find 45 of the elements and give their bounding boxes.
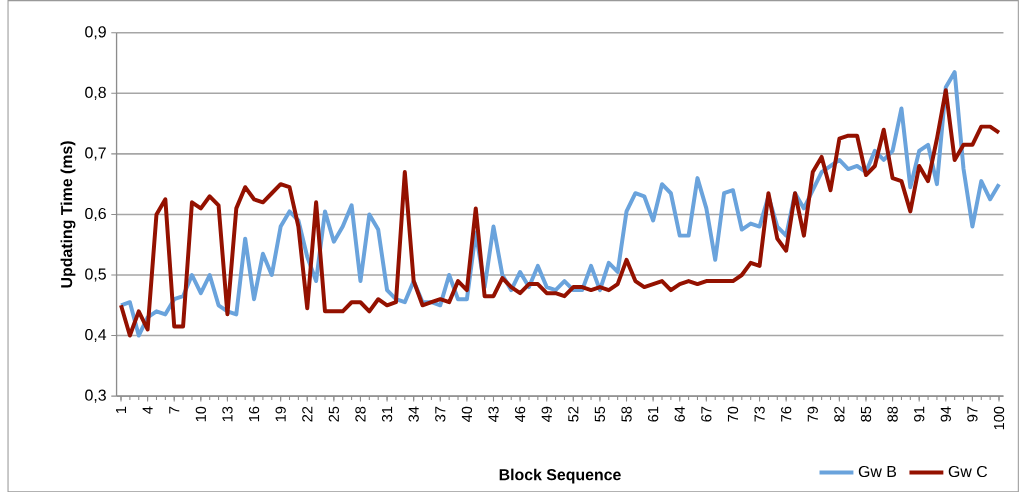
x-tick-label: 13 — [222, 406, 233, 421]
x-tick-label: 1 — [116, 406, 127, 413]
x-tick-label: 46 — [514, 406, 526, 422]
x-tick-label: 100 — [993, 406, 1005, 430]
legend-label: Gw C — [948, 465, 988, 477]
x-tick-label: 52 — [568, 406, 579, 422]
legend-label: Gw B — [858, 465, 897, 477]
y-tick-label: 0,8 — [85, 86, 106, 100]
x-tick-label: 70 — [727, 406, 739, 422]
x-tick-label: 25 — [328, 406, 340, 422]
y-tick-label: 0,7 — [85, 147, 106, 161]
x-tick-label: 94 — [940, 406, 951, 422]
x-axis-title: Block Sequence — [499, 468, 621, 484]
x-tick-label: 61 — [647, 406, 659, 422]
y-axis-title: Updating Time (ms) — [60, 141, 76, 288]
x-tick-label: 64 — [674, 406, 685, 422]
y-tick-label: 0,4 — [85, 328, 107, 342]
x-tick-label: 49 — [541, 406, 552, 422]
x-tick-label: 16 — [248, 406, 260, 421]
x-tick-label: 22 — [302, 406, 313, 422]
x-tick-label: 31 — [381, 406, 393, 422]
x-tick-label: 4 — [142, 406, 153, 414]
x-tick-label: 19 — [275, 406, 286, 421]
x-tick-label: 79 — [807, 406, 818, 422]
y-tick-label: 0,9 — [85, 26, 106, 40]
x-tick-label: 40 — [461, 406, 473, 422]
x-tick-label: 76 — [781, 406, 792, 422]
x-tick-label: 91 — [914, 406, 925, 422]
x-tick-label: 37 — [435, 406, 446, 422]
y-tick-label: 0,3 — [85, 389, 106, 403]
x-tick-label: 55 — [594, 406, 605, 422]
y-tick-label: 0,5 — [85, 268, 106, 282]
x-tick-label: 28 — [355, 406, 366, 422]
x-tick-label: 7 — [169, 406, 180, 414]
x-tick-label: 85 — [860, 406, 872, 422]
x-tick-label: 10 — [195, 406, 206, 421]
y-tick-label: 0,6 — [85, 207, 106, 221]
x-tick-label: 43 — [488, 406, 499, 422]
x-tick-label: 82 — [834, 406, 845, 422]
x-tick-label: 88 — [887, 406, 898, 422]
x-tick-label: 58 — [621, 406, 632, 422]
x-tick-label: 97 — [967, 406, 978, 422]
x-tick-label: 73 — [754, 406, 765, 422]
x-tick-label: 67 — [701, 406, 712, 422]
x-tick-label: 34 — [408, 406, 419, 422]
